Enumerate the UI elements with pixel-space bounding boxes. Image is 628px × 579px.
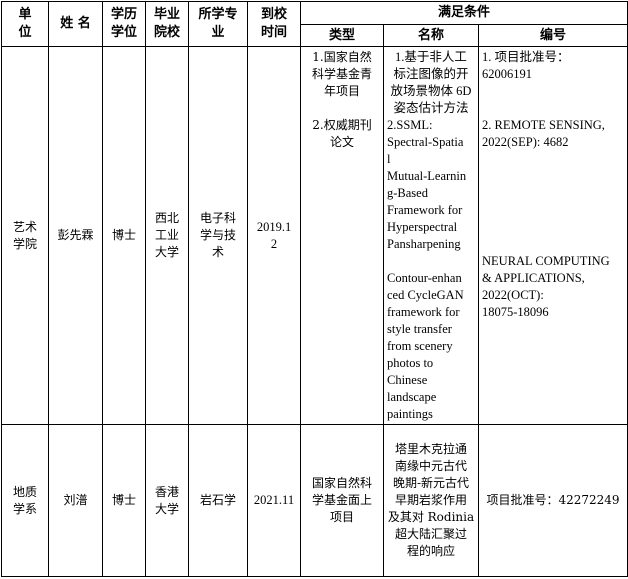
header-conditions: 满足条件: [300, 1, 628, 25]
cell-type: 国家自然科 学基金面上 项目: [300, 424, 384, 577]
cell-title: 塔里木克拉通 南缘中元古代 晚期-新元古代 早期岩浆作用 及其对 Rodinia…: [383, 424, 479, 577]
cell-number: 项目批准号：42272249: [478, 424, 628, 577]
cell-major: 电子科 学与技 术: [188, 46, 248, 425]
cell-arrival: 2021.11: [247, 424, 301, 577]
cell-school: 香港 大学: [145, 424, 189, 577]
cell-type: 1.国家自然 科学基金青 年项目 2.权威期刊 论文: [300, 46, 384, 425]
cell-title: 1.基于非人工 标注图像的开 放场景物体 6D 姿态估计方法 2.SSML: Sp…: [383, 46, 479, 425]
number-2: 2. REMOTE SENSING, 2022(SEP): 4682: [482, 118, 605, 149]
title-3: Contour-enhan ced CycleGAN framework for…: [387, 271, 464, 421]
title-2: 2.SSML: Spectral-Spatia l Mutual-Learnin…: [387, 118, 467, 251]
table-row: 艺术 学院 彭先霖 博士 西北 工业 大学 电子科 学与技 术 2019.1 2…: [1, 46, 628, 425]
header-type: 类型: [300, 24, 384, 47]
header-row: 单 位 姓 名 学历 学位 毕业 院校 所学专 业 到校 时间 满足条件: [1, 1, 628, 47]
header-school: 毕业 院校: [145, 1, 189, 47]
cell-name: 彭先霖: [48, 46, 103, 425]
cell-unit: 地质 学系: [1, 424, 49, 577]
table-row: 地质 学系 刘潽 博士 香港 大学 岩石学 2021.11 国家自然科 学基金面…: [1, 424, 628, 577]
header-major: 所学专 业: [188, 1, 248, 47]
header-unit: 单 位: [1, 1, 49, 47]
cell-arrival: 2019.1 2: [247, 46, 301, 425]
header-degree: 学历 学位: [102, 1, 146, 47]
cell-unit: 艺术 学院: [1, 46, 49, 425]
cell-degree: 博士: [102, 46, 146, 425]
cell-number: 1. 项目批准号： 62006191 2. REMOTE SENSING, 202…: [478, 46, 628, 425]
header-number: 编号: [478, 24, 628, 47]
header-title: 名称: [383, 24, 479, 47]
cell-school: 西北 工业 大学: [145, 46, 189, 425]
header-name: 姓 名: [48, 1, 103, 47]
cell-degree: 博士: [102, 424, 146, 577]
title-1: 1.基于非人工 标注图像的开 放场景物体 6D 姿态估计方法: [390, 50, 472, 115]
number-1: 1. 项目批准号： 62006191: [482, 50, 570, 81]
cell-major: 岩石学: [188, 424, 248, 577]
cell-name: 刘潽: [48, 424, 103, 577]
header-arrival: 到校 时间: [247, 1, 301, 47]
number-3: NEURAL COMPUTING & APPLICATIONS, 2022(OC…: [482, 254, 610, 319]
